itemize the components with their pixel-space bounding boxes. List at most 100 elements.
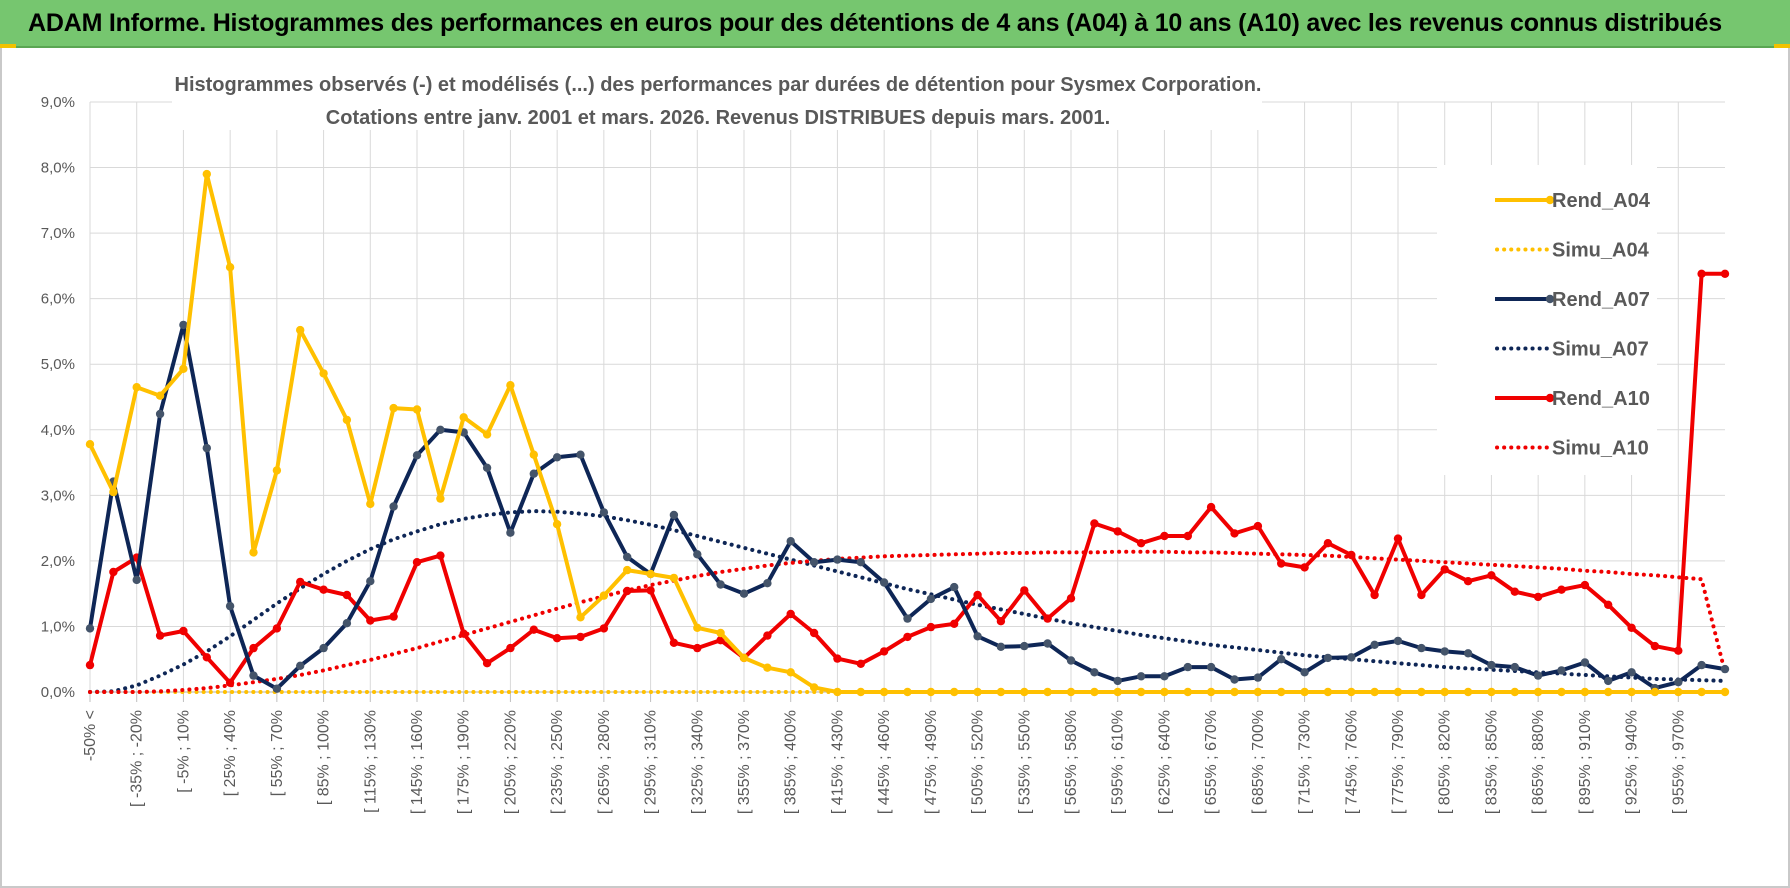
data-point [319,643,328,653]
x-tick-label: [ -35% ; -20% [129,710,146,807]
data-point [1206,662,1216,672]
legend: Rend_A04 Simu_A04 Rend_A07 Simu_A07 Rend_A10… [1495,190,1651,460]
data-point [646,586,655,595]
data-point [1674,678,1683,687]
data-point [1090,687,1099,697]
x-tick-label: [ 175% ; 190% [456,710,473,814]
data-point [482,430,492,439]
data-point [1066,687,1076,697]
legend-label: Rend_A10 [1552,388,1650,410]
data-point [1393,687,1403,697]
x-tick-label: [ 115% ; 130% [362,710,379,813]
data-point [202,653,211,662]
data-point [1113,527,1122,536]
data-point [1370,640,1379,649]
data-point [109,567,118,577]
x-tick-label: [ 475% ; 490% [923,710,940,814]
data-point [693,643,702,653]
x-tick-label: [ 595% ; 610% [1110,710,1127,814]
data-point [1043,614,1052,623]
data-point [296,577,305,587]
data-point [856,687,865,697]
data-point [1533,687,1543,697]
data-point [1580,580,1590,590]
data-point [996,642,1006,651]
legend-label: Rend_A04 [1552,190,1651,212]
series-rend_a04 [85,169,1730,697]
data-point [1720,269,1730,278]
data-point [1253,521,1263,531]
data-point [1043,639,1052,648]
data-point [1300,668,1309,677]
data-point [155,409,165,419]
data-point [1720,687,1730,697]
series-simu_a10 [88,549,1727,694]
corner-accent-left [0,44,16,48]
data-point [786,537,795,546]
data-point [1627,623,1636,632]
legend-marker [1545,195,1555,205]
legend-item-rend_a04: Rend_A04 [1495,190,1651,212]
data-point [669,510,679,520]
data-point [1230,675,1239,684]
data-point [1206,502,1216,512]
data-point [1697,660,1706,670]
x-tick-label: [ 745% ; 760% [1343,710,1360,814]
data-point [1463,687,1473,697]
data-point [1230,687,1239,697]
data-point [482,659,492,668]
data-point [973,590,982,600]
x-tick-label: [ 145% ; 160% [409,710,426,814]
data-point [109,487,118,497]
data-point [1066,594,1076,603]
data-point [1580,658,1590,667]
header-bar: ADAM Informe. Histogrammes des performan… [0,0,1790,48]
data-point [623,552,632,562]
data-point [1020,687,1029,697]
data-series [85,169,1730,697]
data-point [85,660,95,670]
x-tick-label: [ 625% ; 640% [1156,710,1173,814]
data-point [436,425,445,434]
data-point [436,551,445,560]
data-point [296,661,305,670]
data-point [249,671,258,680]
data-point [459,629,468,638]
data-point [599,624,609,633]
data-point [412,405,422,414]
data-point [1674,646,1683,655]
data-point [155,631,165,640]
data-point [1020,586,1029,595]
x-tick-label: [ 535% ; 550% [1016,710,1033,814]
data-point [482,463,492,472]
grid-lines [89,101,1725,693]
data-point [1533,592,1543,602]
data-point [1510,687,1520,697]
x-tick-label: [ 385% ; 400% [783,710,800,814]
data-point [1440,565,1449,574]
x-tick-label: [ 325% ; 340% [689,710,706,814]
legend-background [1437,165,1657,475]
data-point [1487,687,1496,697]
series-line-simu_a10 [88,549,1727,694]
y-tick-label: 5,0% [41,356,75,373]
data-point [693,623,702,632]
data-point [366,616,375,625]
data-point [1277,655,1286,664]
data-point [1417,643,1426,653]
data-point [693,550,702,559]
data-point [879,578,889,587]
legend-item-simu_a04: Simu_A04 [1495,240,1650,262]
x-tick-label: [ 85% ; 100% [316,710,333,805]
data-point [1697,687,1706,697]
data-point [1206,687,1216,697]
data-point [1557,687,1566,697]
legend-label: Simu_A10 [1552,438,1649,460]
data-point [506,643,515,653]
data-point [132,575,141,585]
data-point [1487,571,1496,580]
legend-item-rend_a07: Rend_A07 [1495,289,1650,311]
series-rend_a07 [85,320,1730,693]
data-point [296,325,305,335]
data-point [366,577,375,586]
